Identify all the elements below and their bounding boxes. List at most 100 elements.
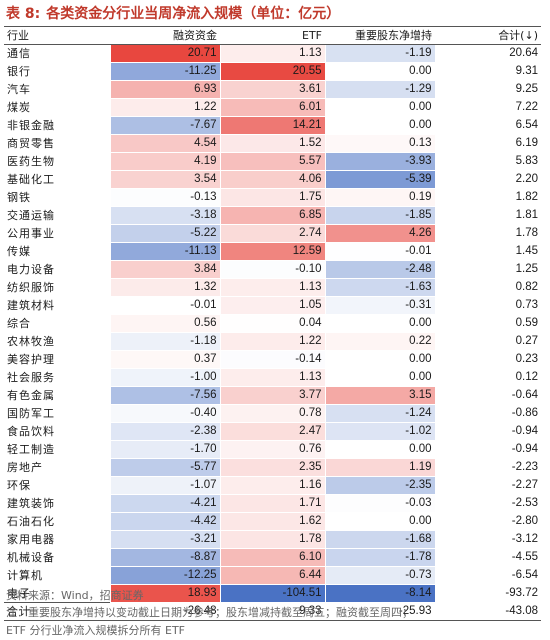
financing-cell: 1.32 bbox=[109, 278, 220, 297]
holder-cell: 0.00 bbox=[324, 314, 435, 333]
table-row: 银行 -11.25 20.55 0.00 9.31 bbox=[4, 62, 541, 81]
holder-cell: 0.00 bbox=[324, 62, 435, 81]
header-row: 行业 融资资金 ETF 重要股东净增持 合计(↓) bbox=[4, 26, 541, 45]
industry-cell: 农林牧渔 bbox=[7, 335, 55, 348]
financing-cell: 4.19 bbox=[109, 152, 220, 171]
holder-cell: -25.93 bbox=[324, 602, 435, 621]
holder-cell: 0.13 bbox=[324, 134, 435, 153]
industry-cell: 综合 bbox=[7, 317, 31, 330]
etf-cell: 1.13 bbox=[219, 278, 325, 297]
table-title-text: 各类资金分行业当周净流入规模（单位：亿元） bbox=[46, 6, 341, 22]
etf-cell: 3.61 bbox=[219, 80, 325, 99]
industry-cell: 公用事业 bbox=[7, 227, 55, 240]
financing-cell: -26.48 bbox=[109, 602, 220, 621]
total-cell: -2.23 bbox=[434, 458, 541, 477]
industry-cell: 煤炭 bbox=[7, 101, 31, 114]
table-row: 综合 0.56 0.04 0.00 0.59 bbox=[4, 314, 541, 333]
industry-cell: 计算机 bbox=[7, 569, 43, 582]
total-cell: 1.81 bbox=[434, 206, 541, 225]
industry-cell: 电子 bbox=[7, 586, 31, 600]
industry-cell: 家用电器 bbox=[7, 533, 55, 546]
etf-cell: 6.85 bbox=[219, 206, 325, 225]
header-holder: 重要股东净增持 bbox=[325, 26, 435, 45]
financing-cell: -2.38 bbox=[109, 422, 220, 441]
table-row: 电子 18.93 -104.51 -8.14 -93.72 bbox=[4, 584, 541, 603]
holder-cell: -3.93 bbox=[324, 152, 435, 171]
industry-cell: 环保 bbox=[7, 479, 31, 492]
holder-cell: -1.24 bbox=[324, 404, 435, 423]
table-row: 交通运输 -3.18 6.85 -1.85 1.81 bbox=[4, 206, 541, 225]
etf-cell: 1.22 bbox=[219, 332, 325, 351]
total-cell: 1.25 bbox=[434, 260, 541, 279]
financing-cell: -1.70 bbox=[109, 440, 220, 459]
financing-cell: -0.13 bbox=[109, 188, 220, 207]
industry-cell: 传媒 bbox=[7, 245, 31, 258]
industry-cell: 电力设备 bbox=[7, 263, 55, 276]
total-cell: 0.23 bbox=[434, 350, 541, 369]
total-cell: -0.86 bbox=[434, 404, 541, 423]
holder-cell: -0.73 bbox=[324, 566, 435, 585]
holder-cell: 0.00 bbox=[324, 98, 435, 117]
holder-cell: -0.01 bbox=[324, 242, 435, 261]
table-row: 建筑装饰 -4.21 1.71 -0.03 -2.53 bbox=[4, 494, 541, 513]
etf-cell: 2.35 bbox=[219, 458, 325, 477]
holder-cell: 0.00 bbox=[324, 440, 435, 459]
total-cell: -2.80 bbox=[434, 512, 541, 531]
holder-cell: -2.35 bbox=[324, 476, 435, 495]
industry-cell: 轻工制造 bbox=[7, 443, 55, 456]
financing-cell: 18.93 bbox=[109, 584, 220, 603]
header-etf: ETF bbox=[220, 26, 325, 45]
etf-cell: 2.74 bbox=[219, 224, 325, 243]
total-cell: -3.12 bbox=[434, 530, 541, 549]
header-financing: 融资资金 bbox=[110, 26, 220, 45]
industry-cell: 建筑材料 bbox=[7, 299, 55, 312]
etf-cell: 0.04 bbox=[219, 314, 325, 333]
industry-cell: 社会服务 bbox=[7, 371, 55, 384]
total-cell: 2.20 bbox=[434, 170, 541, 189]
table-row: 钢铁 -0.13 1.75 0.19 1.82 bbox=[4, 188, 541, 207]
financing-cell: -11.25 bbox=[109, 62, 220, 81]
industry-cell: 食品饮料 bbox=[7, 425, 55, 438]
table-row: 基础化工 3.54 4.06 -5.39 2.20 bbox=[4, 170, 541, 189]
financing-cell: -1.00 bbox=[109, 368, 220, 387]
table-number: 表 8: bbox=[6, 6, 41, 22]
holder-cell: 0.00 bbox=[324, 116, 435, 135]
holder-cell: -8.14 bbox=[324, 584, 435, 603]
financing-cell: -7.56 bbox=[109, 386, 220, 405]
holder-cell: -2.48 bbox=[324, 260, 435, 279]
table-title: 表 8: 各类资金分行业当周净流入规模（单位：亿元） bbox=[6, 4, 340, 24]
financing-cell: 3.54 bbox=[109, 170, 220, 189]
industry-cell: 国防军工 bbox=[7, 407, 55, 420]
etf-cell: 1.13 bbox=[219, 44, 325, 63]
industry-cell: 汽车 bbox=[7, 83, 31, 96]
holder-cell: -1.29 bbox=[324, 80, 435, 99]
total-cell: -2.53 bbox=[434, 494, 541, 513]
holder-cell: -1.02 bbox=[324, 422, 435, 441]
financing-cell: 20.71 bbox=[109, 44, 220, 63]
total-cell: 0.82 bbox=[434, 278, 541, 297]
etf-cell: 0.78 bbox=[219, 404, 325, 423]
financing-cell: -5.77 bbox=[109, 458, 220, 477]
header-total: 合计(↓) bbox=[435, 26, 541, 45]
holder-cell: -1.78 bbox=[324, 548, 435, 567]
table-row: 环保 -1.07 1.16 -2.35 -2.27 bbox=[4, 476, 541, 495]
total-cell: -43.08 bbox=[434, 602, 541, 621]
total-cell: 0.73 bbox=[434, 296, 541, 315]
etf-cell: 0.76 bbox=[219, 440, 325, 459]
table-row: 家用电器 -3.21 1.78 -1.68 -3.12 bbox=[4, 530, 541, 549]
total-cell: 1.78 bbox=[434, 224, 541, 243]
financing-cell: -12.25 bbox=[109, 566, 220, 585]
table-row: 有色金属 -7.56 3.77 3.15 -0.64 bbox=[4, 386, 541, 405]
industry-cell: 石油石化 bbox=[7, 515, 55, 528]
industry-cell: 有色金属 bbox=[7, 389, 55, 402]
total-cell: 20.64 bbox=[434, 44, 541, 63]
table-row: 轻工制造 -1.70 0.76 0.00 -0.94 bbox=[4, 440, 541, 459]
etf-cell: 1.75 bbox=[219, 188, 325, 207]
industry-cell: 房地产 bbox=[7, 461, 43, 474]
holder-cell: -1.19 bbox=[324, 44, 435, 63]
table-row: 食品饮料 -2.38 2.47 -1.02 -0.94 bbox=[4, 422, 541, 441]
fund-flow-table: 行业 融资资金 ETF 重要股东净增持 合计(↓) 通信 20.71 1.13 -1.… bbox=[4, 26, 541, 621]
total-cell: -2.27 bbox=[434, 476, 541, 495]
financing-cell: 1.22 bbox=[109, 98, 220, 117]
etf-cell: 1.71 bbox=[219, 494, 325, 513]
